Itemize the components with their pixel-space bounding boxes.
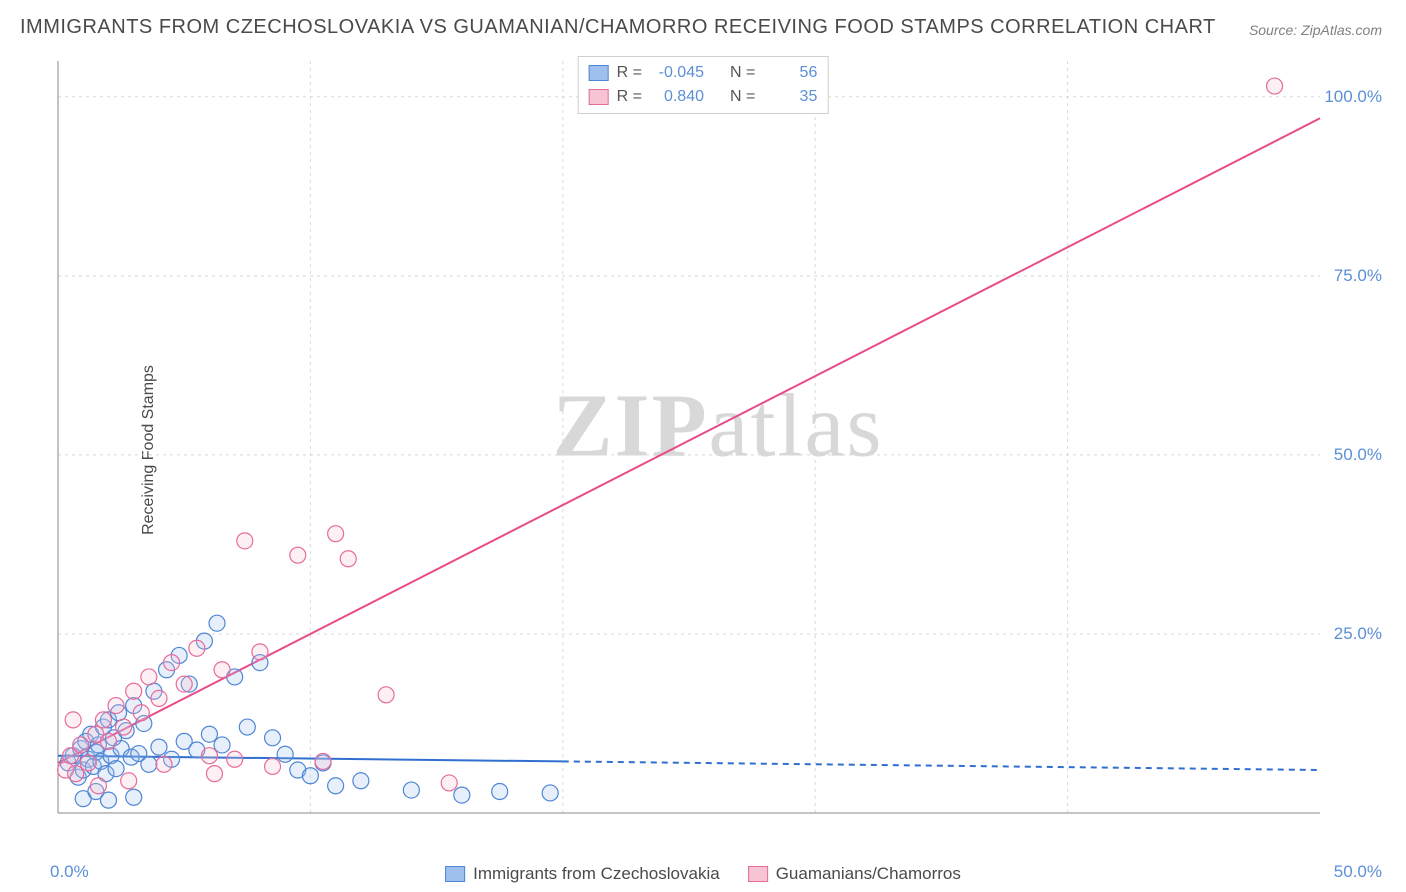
legend-swatch-icon xyxy=(445,866,465,882)
legend-n-value-0: 56 xyxy=(763,64,817,82)
legend-row-series-1: R = 0.840 N = 35 xyxy=(589,85,818,109)
legend-item-0: Immigrants from Czechoslovakia xyxy=(445,864,720,884)
legend-n-label: N = xyxy=(730,64,755,82)
legend-n-label: N = xyxy=(730,88,755,106)
legend-correlation: R = -0.045 N = 56 R = 0.840 N = 35 xyxy=(578,56,829,114)
y-tick-label: 25.0% xyxy=(1334,624,1382,644)
legend-r-label: R = xyxy=(617,64,642,82)
chart-title: IMMIGRANTS FROM CZECHOSLOVAKIA VS GUAMAN… xyxy=(20,16,1216,39)
legend-swatch-0 xyxy=(589,65,609,81)
legend-label-1: Guamanians/Chamorros xyxy=(776,864,961,884)
legend-label-0: Immigrants from Czechoslovakia xyxy=(473,864,720,884)
x-tick-0: 0.0% xyxy=(50,862,89,882)
chart-svg xyxy=(50,55,1386,845)
legend-r-label: R = xyxy=(617,88,642,106)
source-label: Source: ZipAtlas.com xyxy=(1249,22,1382,38)
legend-r-value-1: 0.840 xyxy=(650,88,704,106)
legend-row-series-0: R = -0.045 N = 56 xyxy=(589,61,818,85)
legend-series: Immigrants from Czechoslovakia Guamanian… xyxy=(445,864,961,884)
legend-swatch-1 xyxy=(589,89,609,105)
y-tick-label: 50.0% xyxy=(1334,445,1382,465)
legend-item-1: Guamanians/Chamorros xyxy=(748,864,961,884)
legend-swatch-icon xyxy=(748,866,768,882)
legend-n-value-1: 35 xyxy=(763,88,817,106)
x-tick-end: 50.0% xyxy=(1334,862,1382,882)
legend-r-value-0: -0.045 xyxy=(650,64,704,82)
y-tick-label: 100.0% xyxy=(1324,87,1382,107)
chart-area: Receiving Food Stamps ZIPatlas xyxy=(50,55,1386,845)
y-tick-label: 75.0% xyxy=(1334,266,1382,286)
